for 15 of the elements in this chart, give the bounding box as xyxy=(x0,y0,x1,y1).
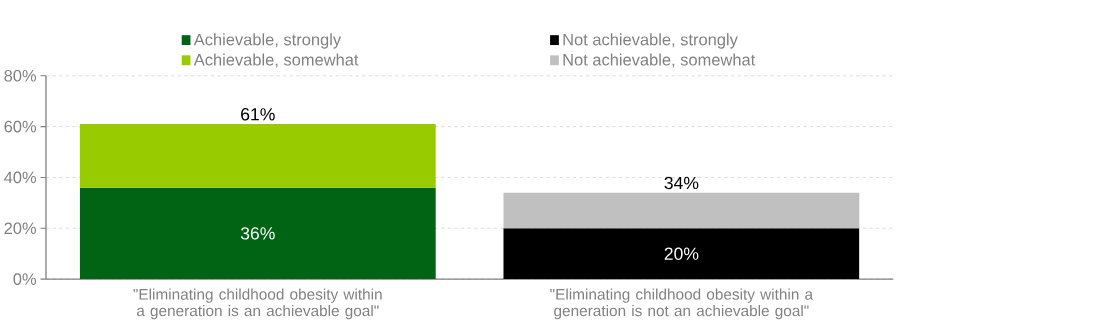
y-tick-label: 20% xyxy=(4,222,37,235)
x-tick-label: "Eliminating childhood obesity within a generation is not an achievable goal" xyxy=(550,288,814,320)
legend-label: Achievable, strongly xyxy=(193,33,342,49)
y-tick-label: 60% xyxy=(4,120,37,133)
legend-label: Not achievable, strongly xyxy=(563,33,738,49)
legend-label: Achievable, somewhat xyxy=(193,53,359,68)
y-tick-label: 80% xyxy=(4,69,37,82)
data-label: 36% xyxy=(240,227,275,240)
total-label: 34% xyxy=(664,176,699,190)
x-tick-label: "Eliminating childhood obesity within a generation is an achievable goal" xyxy=(133,288,382,320)
data-label: 20% xyxy=(664,247,699,260)
y-tick-label: 40% xyxy=(4,171,37,184)
y-tick-label: 0% xyxy=(13,273,37,285)
legend-label: Not achievable, somewhat xyxy=(563,53,756,68)
total-label: 61% xyxy=(241,108,275,121)
